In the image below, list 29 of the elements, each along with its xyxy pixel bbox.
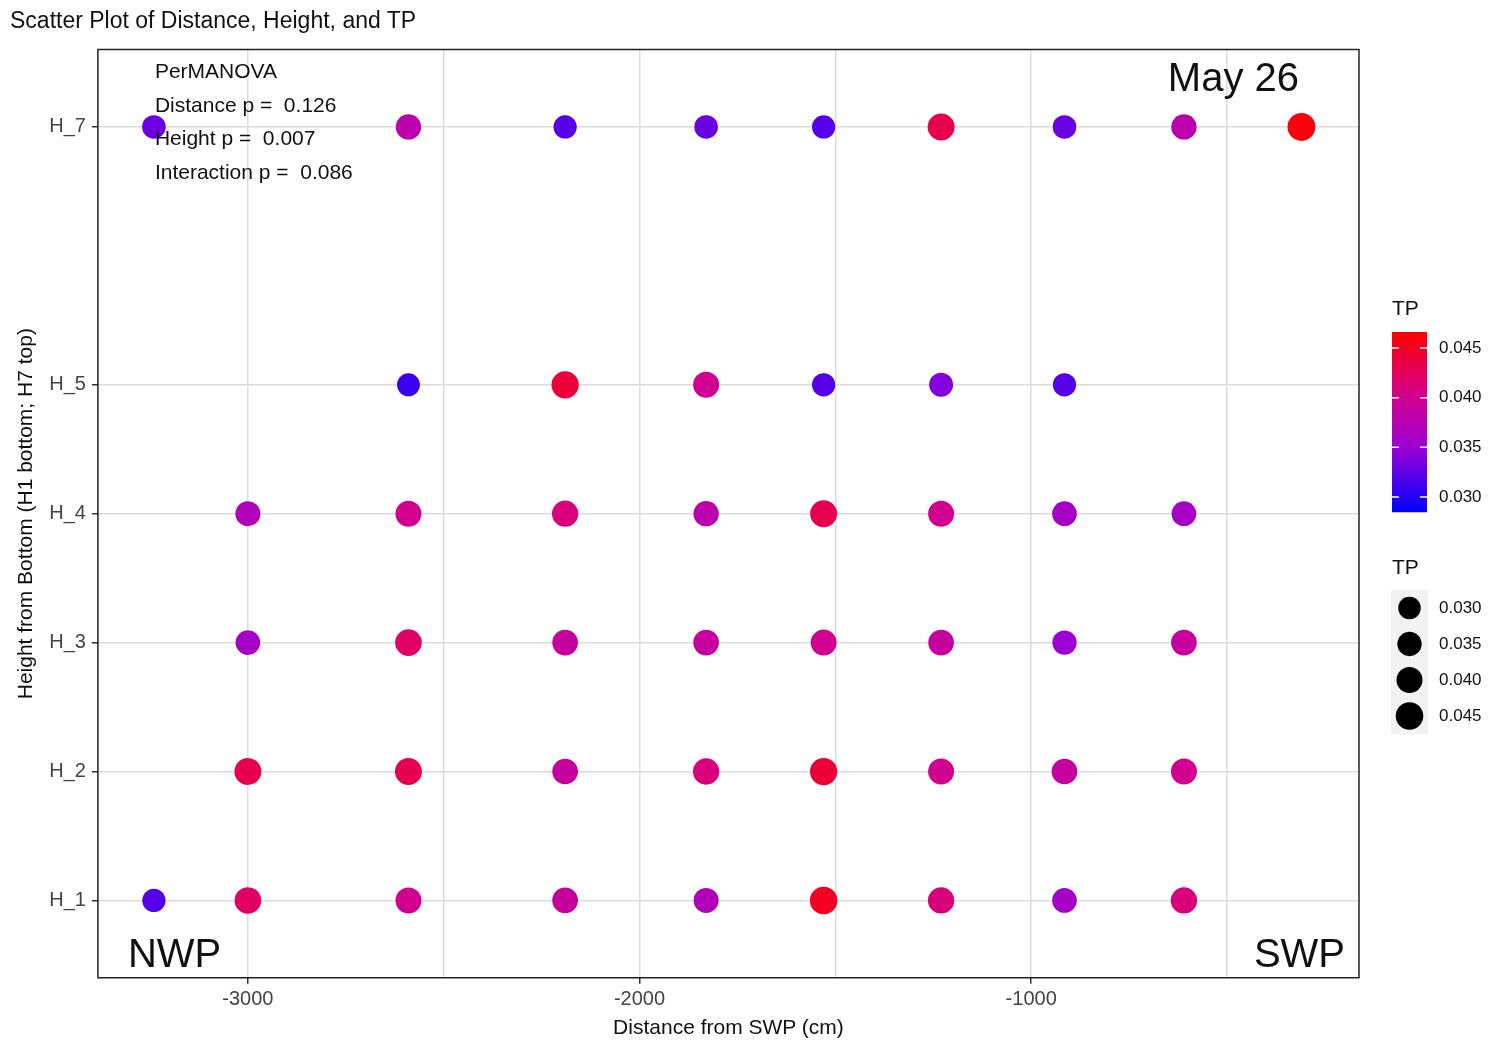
color-bar-label: 0.040 [1439, 387, 1482, 407]
annotation: Interaction p = 0.086 [154, 159, 353, 183]
annotation: Height p = 0.007 [154, 126, 316, 150]
annotation: May 26 [1167, 54, 1299, 99]
chart-title: Scatter Plot of Distance, Height, and TP [10, 7, 417, 34]
y-tick-label: H_7 [49, 114, 86, 138]
y-tick-label: H_5 [49, 372, 86, 396]
annotation: Distance p = 0.126 [154, 92, 337, 116]
y-tick-label: H_2 [49, 759, 86, 783]
y-tick-label: H_4 [49, 501, 86, 525]
x-tick-label: -3000 [222, 987, 274, 1010]
y-axis-title: Height from Bottom (H1 bottom; H7 top) [13, 328, 37, 700]
color-bar-title: TP [1392, 295, 1419, 319]
y-tick-label: H_1 [49, 887, 86, 911]
y-tick-label: H_3 [49, 630, 86, 654]
legend-label: 0.030 [1439, 597, 1482, 617]
x-tick-label: -1000 [1005, 987, 1057, 1010]
color-bar-label: 0.035 [1439, 437, 1482, 457]
color-bar-label: 0.030 [1439, 486, 1482, 506]
annotation: NWP [127, 930, 222, 975]
annotation: SWP [1253, 930, 1345, 975]
x-axis-title: Distance from SWP (cm) [613, 1015, 844, 1039]
legend-label: 0.045 [1439, 705, 1482, 725]
legend-title: TP [1392, 554, 1419, 578]
x-tick-label: -2000 [613, 987, 666, 1010]
color-bar-label: 0.045 [1439, 337, 1482, 357]
legend-label: 0.035 [1439, 633, 1482, 653]
legend-label: 0.040 [1439, 669, 1482, 689]
annotation: PerMANOVA [154, 59, 278, 83]
